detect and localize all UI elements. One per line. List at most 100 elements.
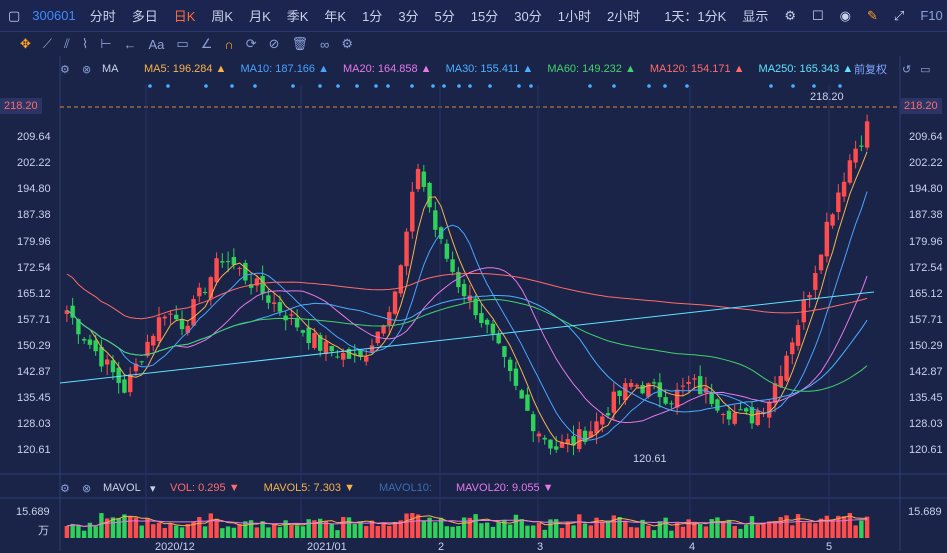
ma-settings-icon[interactable]: ⚙ bbox=[60, 63, 70, 76]
period-tab[interactable]: 周K bbox=[211, 9, 234, 24]
candle-body bbox=[651, 382, 657, 384]
volume-bar bbox=[749, 516, 755, 538]
volume-bar bbox=[847, 512, 853, 538]
settings-icon[interactable]: ⚙ bbox=[784, 7, 796, 23]
candle-body bbox=[715, 399, 720, 411]
current-price-tag-right: 218.20 bbox=[900, 98, 942, 114]
volume-bar bbox=[151, 524, 156, 538]
hide-icon[interactable]: ⊘ bbox=[268, 36, 280, 51]
period-tab[interactable]: 3分 bbox=[398, 9, 419, 24]
signal-dot bbox=[230, 84, 234, 88]
volume-bar bbox=[801, 522, 806, 538]
candle-body bbox=[208, 277, 214, 298]
volume-bar bbox=[294, 525, 300, 538]
link-icon[interactable]: ∞ bbox=[320, 36, 330, 52]
candle-body bbox=[531, 414, 536, 432]
magnet-icon[interactable]: ∩ bbox=[224, 36, 234, 52]
text-tool-icon[interactable]: Aa bbox=[148, 36, 165, 52]
symbol-code[interactable]: 300601 bbox=[32, 8, 76, 23]
price-tick-label: 120.61 bbox=[909, 444, 943, 456]
period-tab[interactable]: 月K bbox=[249, 9, 271, 24]
period-tab[interactable]: 年K bbox=[324, 9, 347, 24]
signal-dot bbox=[374, 84, 378, 88]
period-tab[interactable]: 30分 bbox=[514, 9, 542, 24]
ray-tool-icon[interactable]: ⫽ bbox=[64, 36, 70, 51]
price-tick-label: 179.96 bbox=[17, 236, 51, 248]
price-tick-label: 150.29 bbox=[909, 340, 943, 352]
vol-settings-icon[interactable]: ⚙ bbox=[60, 482, 70, 495]
volume-bar bbox=[225, 526, 231, 538]
period-tab[interactable]: 15分 bbox=[470, 9, 499, 24]
candle-body bbox=[87, 339, 93, 345]
undo-icon[interactable]: ↺ bbox=[902, 63, 912, 76]
candle-body bbox=[600, 416, 605, 425]
candle-body bbox=[853, 148, 858, 163]
ma20-line bbox=[66, 267, 868, 424]
window-icon[interactable]: ▢ bbox=[8, 7, 21, 23]
date-label: 2021/01 bbox=[307, 541, 347, 553]
volume-bar bbox=[674, 522, 680, 538]
period-tab[interactable]: 多日 bbox=[131, 9, 158, 24]
candle-body bbox=[346, 348, 352, 359]
candle-body bbox=[767, 401, 772, 418]
period-tab[interactable]: 2小时 bbox=[606, 9, 641, 24]
period-tab[interactable]: 1小时 bbox=[557, 9, 591, 24]
high-marker: 218.20 bbox=[810, 91, 844, 103]
price-tick-label: 135.45 bbox=[909, 392, 943, 404]
ma-close-icon[interactable]: ⊗ bbox=[82, 63, 92, 76]
volume-bar bbox=[110, 517, 116, 538]
signal-dot bbox=[769, 84, 773, 88]
adjust-mode[interactable]: 前复权 bbox=[854, 64, 887, 76]
f10-button[interactable]: F10 bbox=[920, 8, 943, 23]
tool-settings-icon[interactable]: ⚙ bbox=[341, 36, 353, 51]
mavol-label: MAVOL bbox=[103, 482, 141, 494]
minimize-icon[interactable]: ▭ bbox=[920, 63, 931, 76]
candle-body bbox=[162, 316, 167, 319]
volume-bar bbox=[473, 514, 478, 538]
angle-tool-icon[interactable]: ∠ bbox=[200, 36, 213, 51]
volume-bar bbox=[577, 514, 582, 538]
candle-body bbox=[81, 339, 87, 341]
candle-body bbox=[692, 378, 697, 380]
ma10-line bbox=[66, 191, 868, 441]
candle-body bbox=[634, 384, 640, 387]
square-icon[interactable]: ☐ bbox=[812, 7, 824, 23]
mavol-dropdown-icon[interactable]: ▾ bbox=[150, 482, 156, 495]
signal-dot bbox=[336, 84, 340, 88]
volume-bar bbox=[277, 527, 283, 538]
period-tab-active[interactable]: 日K bbox=[173, 9, 196, 24]
period-tab[interactable]: 5分 bbox=[434, 9, 455, 24]
volume-bar bbox=[628, 527, 634, 538]
wave-tool-icon[interactable]: ⌇ bbox=[81, 36, 89, 51]
comment-tool-icon[interactable]: ▭ bbox=[176, 36, 189, 51]
period-tab[interactable]: 1分 bbox=[362, 9, 383, 24]
volume-bar bbox=[145, 517, 150, 538]
vol-close-icon[interactable]: ⊗ bbox=[82, 482, 92, 495]
display-menu[interactable]: 显示 bbox=[742, 9, 769, 24]
candle-body bbox=[398, 265, 403, 294]
candle-body bbox=[185, 325, 190, 333]
current-price-tag: 218.20 bbox=[0, 98, 42, 114]
candle-body bbox=[392, 291, 398, 314]
arrow-tool-icon[interactable]: ← bbox=[123, 36, 137, 52]
candle-body bbox=[64, 310, 70, 314]
price-tick-label: 194.80 bbox=[909, 183, 943, 195]
fullscreen-icon[interactable]: ⤢ bbox=[893, 7, 905, 23]
camera-icon[interactable]: ◉ bbox=[839, 7, 851, 23]
candle-body bbox=[864, 121, 870, 148]
volume-bar bbox=[260, 521, 265, 538]
range-select[interactable]: 1天：1分K bbox=[664, 9, 727, 24]
pencil-icon[interactable]: ✎ bbox=[867, 7, 878, 23]
candle-body bbox=[151, 335, 156, 346]
price-tick-label: 165.12 bbox=[17, 288, 51, 300]
crosshair-icon[interactable]: ✥ bbox=[20, 36, 31, 51]
trash-icon[interactable]: 🗑 bbox=[291, 36, 309, 51]
candle-body bbox=[594, 421, 599, 434]
range-tool-icon[interactable]: ⊢ bbox=[100, 36, 112, 51]
line-tool-icon[interactable]: ⟋ bbox=[42, 36, 53, 51]
period-tab[interactable]: 季K bbox=[286, 9, 309, 24]
period-tab[interactable]: 分时 bbox=[89, 9, 116, 24]
vol-axis-top-left: 15.689 bbox=[16, 506, 50, 518]
sync-icon[interactable]: ⟳ bbox=[245, 36, 257, 51]
